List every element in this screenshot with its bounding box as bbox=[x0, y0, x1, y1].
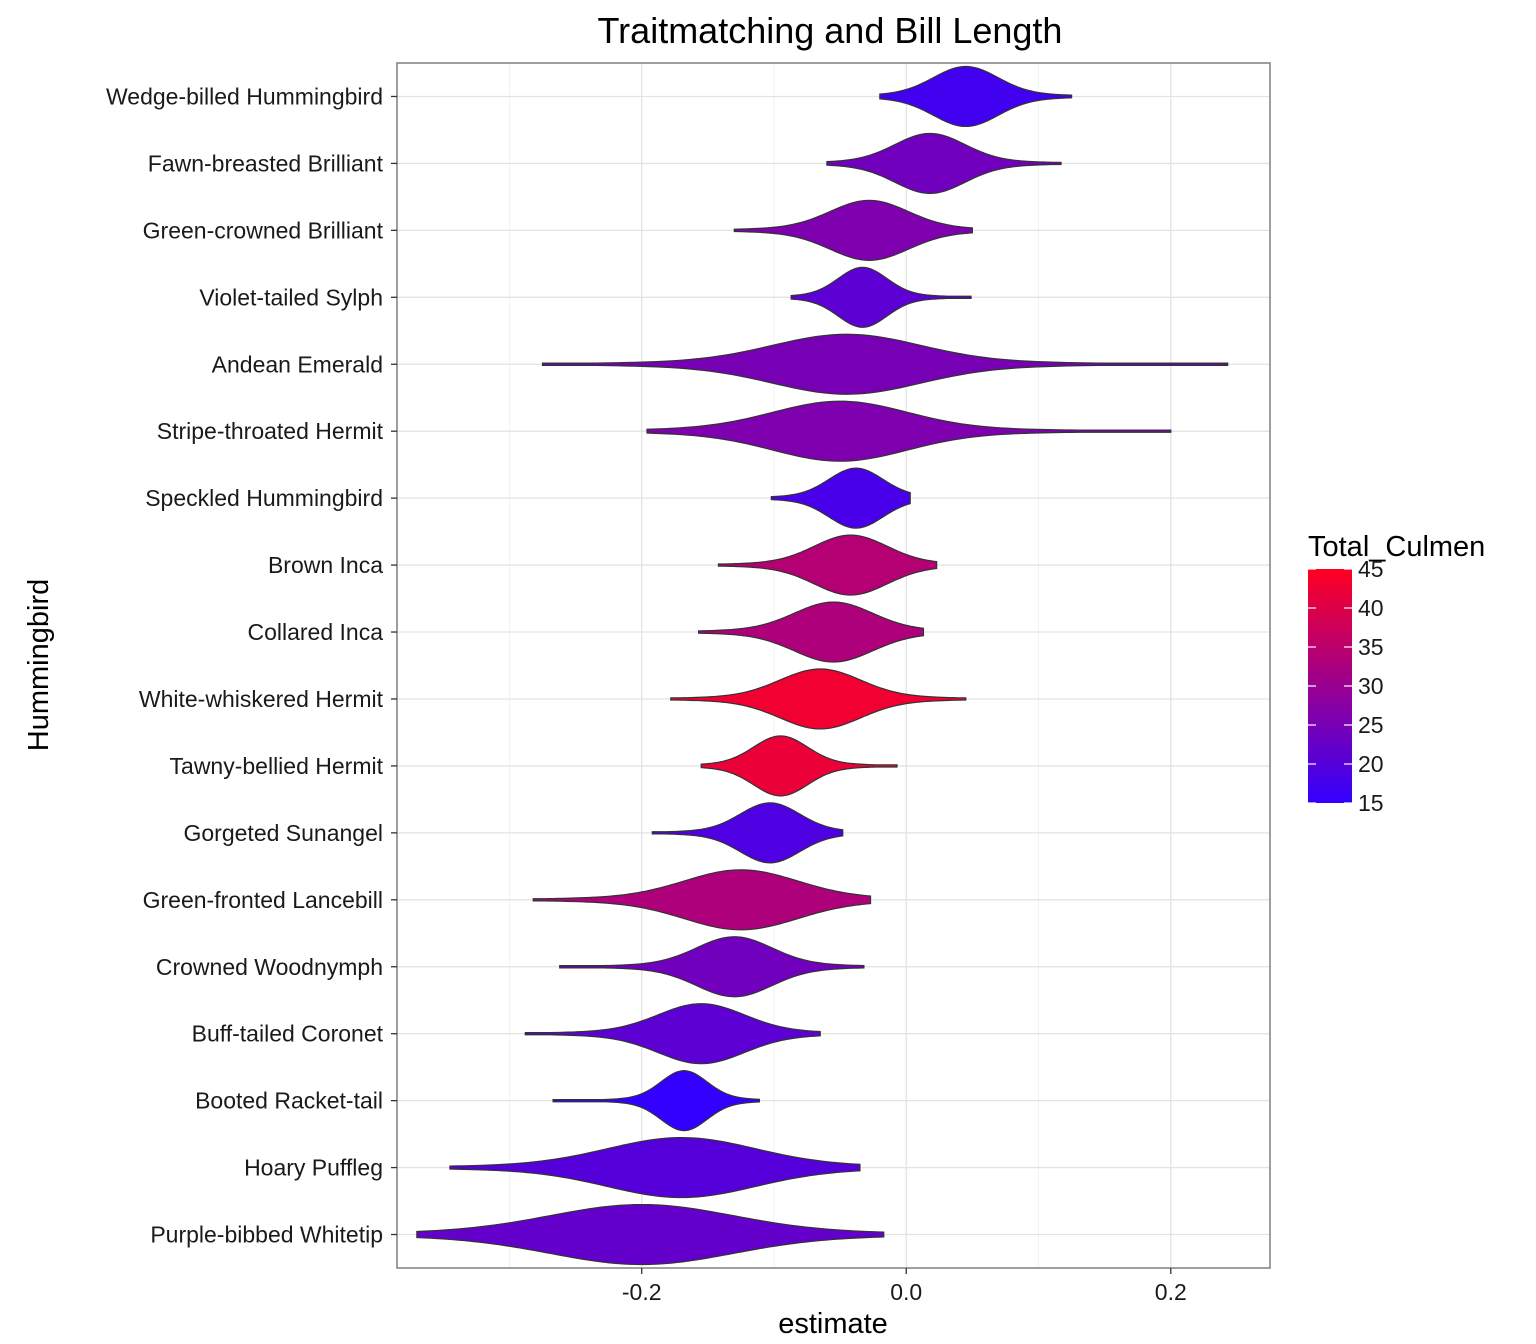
violin-green-crowned-brilliant bbox=[733, 199, 973, 261]
y-axis: Wedge-billed Hummingbird Fawn-breasted Br… bbox=[106, 83, 397, 1248]
violin-booted-racket-tail bbox=[552, 1070, 761, 1132]
violin-collared-inca bbox=[697, 601, 925, 663]
violin-brown-inca bbox=[717, 534, 938, 596]
x-axis: -0.2 0.0 0.2 bbox=[622, 1268, 1187, 1305]
violin-green-fronted-lancebill bbox=[532, 869, 872, 931]
y-tick-label: Violet-tailed Sylph bbox=[199, 284, 383, 310]
y-tick-label: Crowned Woodnymph bbox=[156, 954, 383, 980]
chart-title: Traitmatching and Bill Length bbox=[598, 10, 1063, 51]
violin-speckled-hummingbird bbox=[770, 467, 911, 529]
y-tick-label: Tawny-bellied Hermit bbox=[170, 753, 384, 779]
y-tick-label: Speckled Hummingbird bbox=[145, 485, 383, 511]
violin-tawny-bellied-hermit bbox=[700, 735, 898, 797]
violin-violet-tailed-sylph bbox=[790, 266, 972, 328]
plot-panel bbox=[397, 63, 1270, 1268]
violin-andean-emerald bbox=[541, 333, 1229, 395]
y-tick-label: Green-crowned Brilliant bbox=[143, 217, 384, 243]
legend-tick-label: 40 bbox=[1358, 595, 1384, 621]
x-axis-label: estimate bbox=[778, 1308, 888, 1340]
y-tick-label: Booted Racket-tail bbox=[195, 1088, 383, 1114]
violins bbox=[416, 65, 1229, 1266]
violin-stripe-throated-hermit bbox=[646, 400, 1172, 462]
y-tick-label: Stripe-throated Hermit bbox=[157, 418, 384, 444]
y-tick-label: Fawn-breasted Brilliant bbox=[148, 150, 384, 176]
y-tick-label: Wedge-billed Hummingbird bbox=[106, 83, 383, 109]
color-legend: Total_Culmen 45 40 35 30 25 20 15 bbox=[1308, 531, 1485, 816]
plot-border bbox=[396, 62, 1271, 1269]
violin-hoary-puffleg bbox=[449, 1136, 861, 1199]
y-tick-label: Purple-bibbed Whitetip bbox=[150, 1222, 383, 1248]
y-tick-label: Collared Inca bbox=[247, 619, 383, 645]
legend-tick-label: 15 bbox=[1358, 790, 1384, 816]
y-tick-label: Gorgeted Sunangel bbox=[184, 820, 384, 846]
y-tick-label: White-whiskered Hermit bbox=[139, 686, 384, 712]
legend-tick-label: 20 bbox=[1358, 751, 1384, 777]
x-tick-label: -0.2 bbox=[622, 1279, 662, 1305]
y-tick-label: Brown Inca bbox=[268, 552, 383, 578]
legend-tick-label: 45 bbox=[1358, 556, 1384, 582]
legend-title: Total_Culmen bbox=[1308, 531, 1485, 563]
violin-gorgeted-sunangel bbox=[651, 802, 844, 864]
violin-fawn-breasted-brilliant bbox=[826, 132, 1062, 195]
y-tick-label: Hoary Puffleg bbox=[244, 1155, 383, 1181]
violin-white-whiskered-hermit bbox=[670, 668, 967, 730]
y-axis-label: Hummingbird bbox=[23, 579, 55, 751]
y-tick-label: Andean Emerald bbox=[212, 351, 383, 377]
violin-buff-tailed-coronet bbox=[524, 1003, 821, 1065]
violin-wedge-billed-hummingbird bbox=[879, 65, 1073, 128]
x-tick-label: 0.0 bbox=[890, 1279, 922, 1305]
violin-crowned-woodnymph bbox=[559, 936, 865, 998]
legend-tick-label: 35 bbox=[1358, 634, 1384, 660]
y-tick-label: Buff-tailed Coronet bbox=[192, 1021, 384, 1047]
y-tick-label: Green-fronted Lancebill bbox=[143, 887, 383, 913]
violin-purple-bibbed-whitetip bbox=[416, 1203, 885, 1266]
x-tick-label: 0.2 bbox=[1155, 1279, 1187, 1305]
legend-tick-label: 25 bbox=[1358, 712, 1384, 738]
legend-tick-label: 30 bbox=[1358, 673, 1384, 699]
